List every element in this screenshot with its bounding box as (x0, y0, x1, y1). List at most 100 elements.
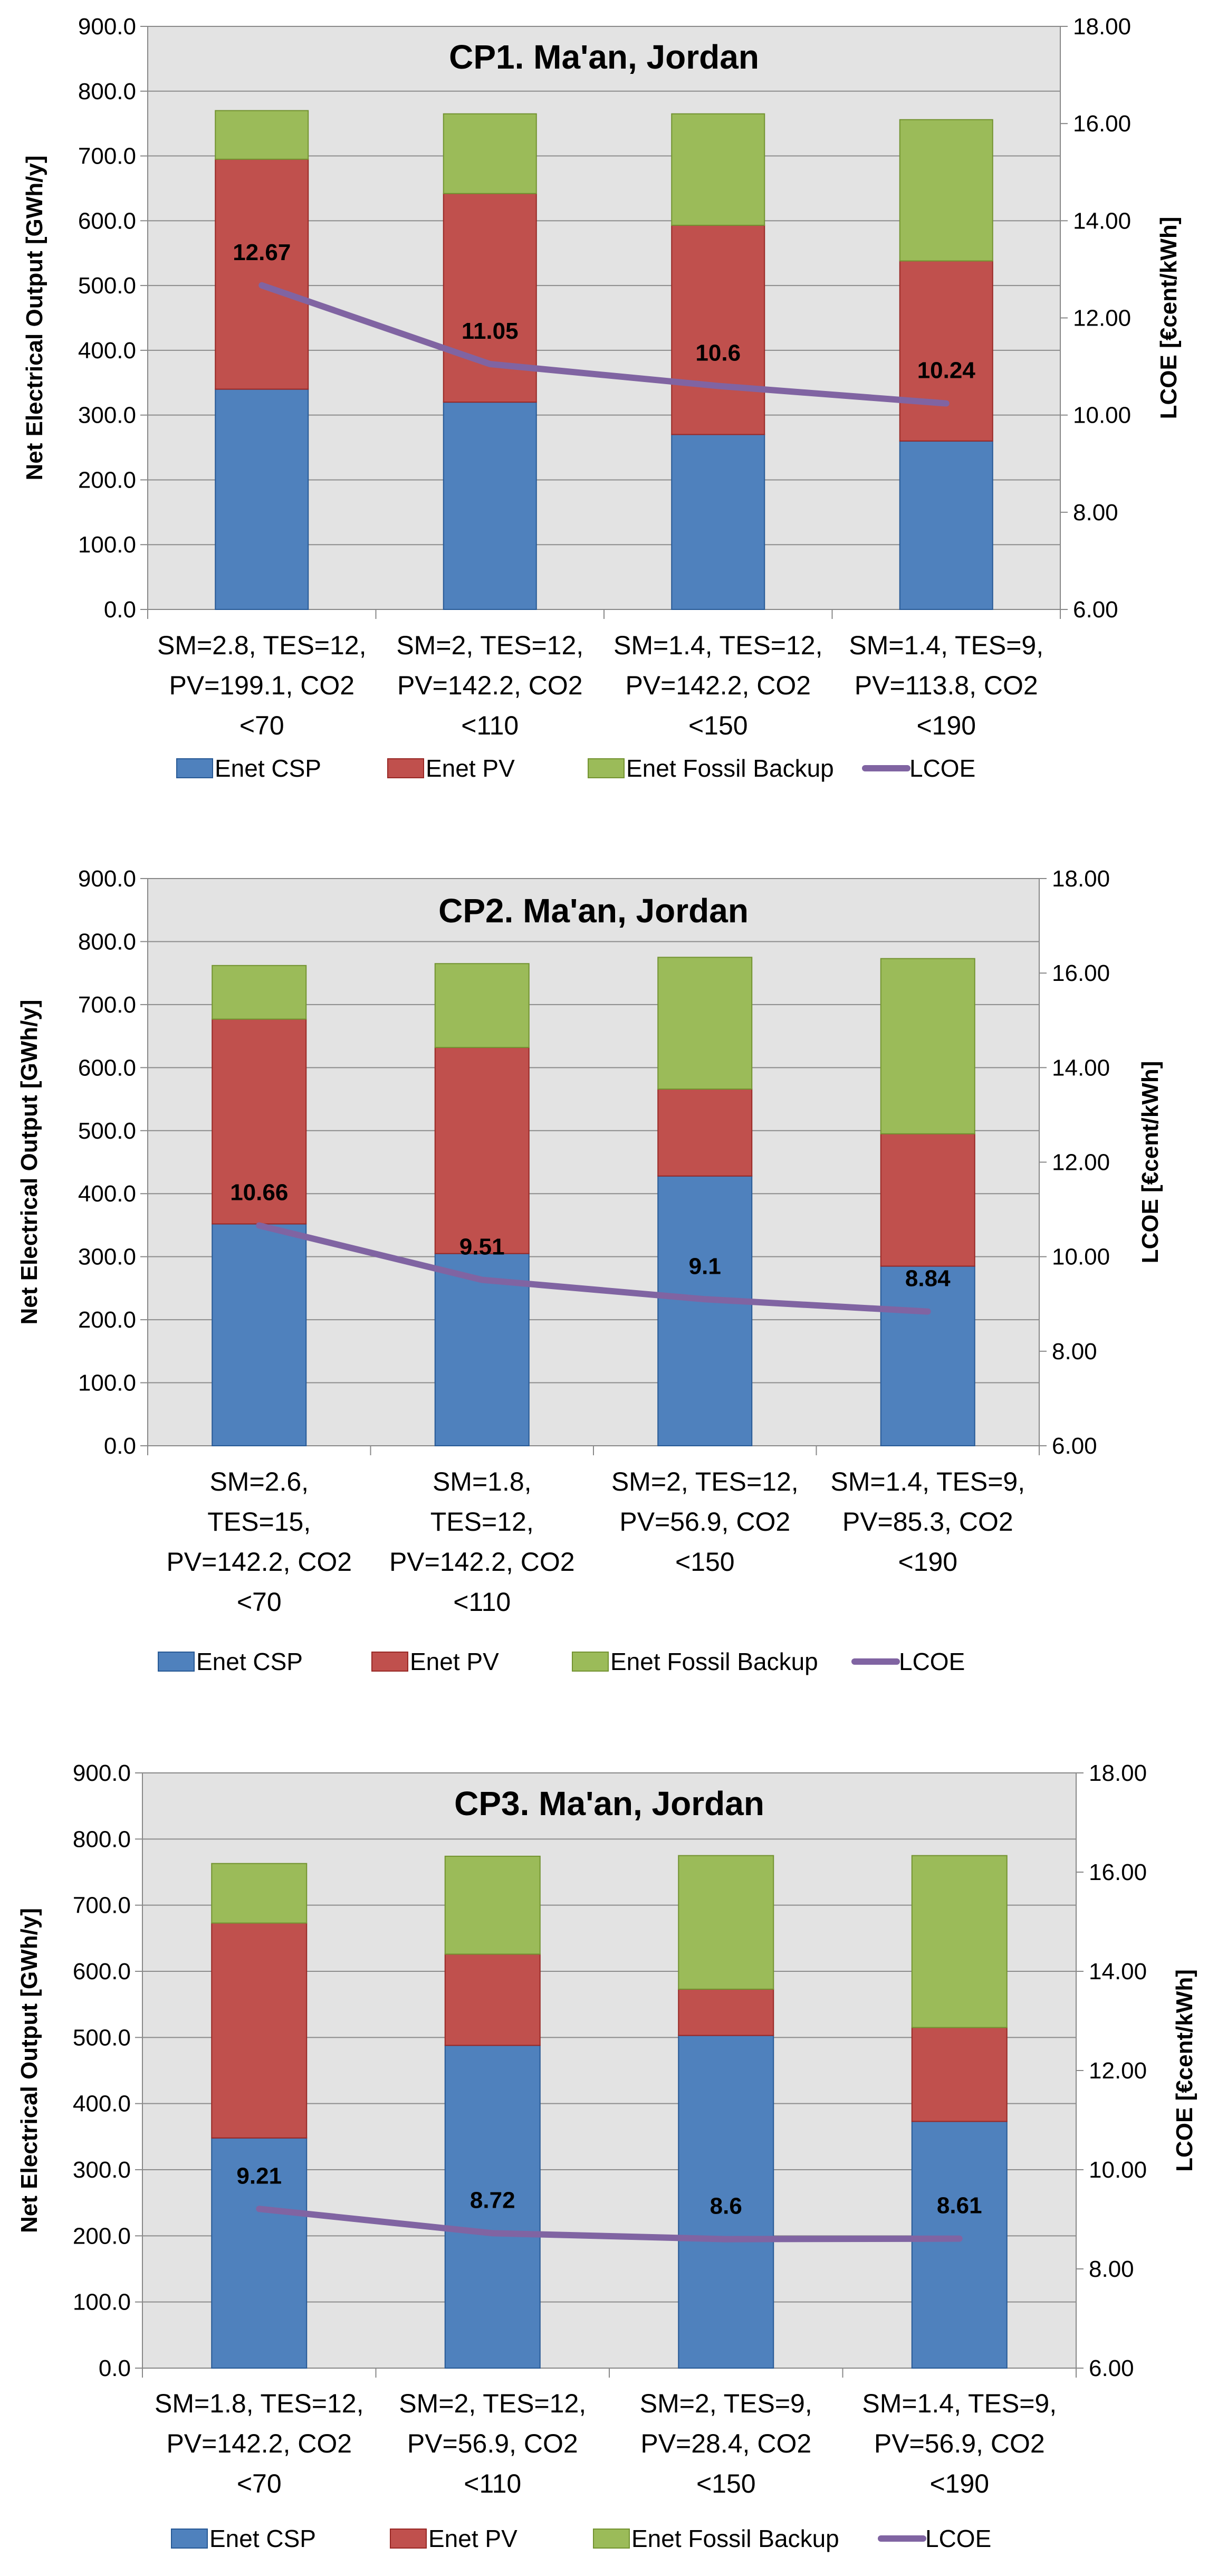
legend-label: Enet Fossil Backup (631, 2525, 839, 2552)
bar-enet-csp (443, 402, 537, 610)
bar-enet-pv (443, 193, 537, 403)
x-category-label-line: PV=28.4, CO2 (640, 2429, 811, 2458)
y-tick-label: 0.0 (99, 2355, 131, 2381)
y-tick-label: 900.0 (78, 866, 136, 892)
y2-tick-label: 12.00 (1052, 1150, 1110, 1176)
lcoe-point (958, 2238, 960, 2239)
y-tick-label: 400.0 (73, 2091, 131, 2117)
lcoe-point (717, 385, 719, 387)
legend-swatch (588, 758, 625, 778)
x-category-label-line: SM=1.4, TES=9, (862, 2389, 1057, 2418)
y-tick-label: 200.0 (78, 467, 136, 493)
y2-axis-label: LCOE [€cent/kWh] (1137, 1061, 1163, 1264)
x-category-label-line: <190 (916, 711, 976, 740)
x-category-label-line: PV=142.2, CO2 (389, 1547, 575, 1577)
y-tick-label: 300.0 (73, 2157, 131, 2183)
x-category-label: SM=1.4, TES=12, PV=142.2, CO2 <150 (614, 631, 823, 740)
y-tick-label: 0.0 (104, 1433, 136, 1459)
y-tick-label: 900.0 (78, 14, 136, 40)
legend-swatch (371, 1652, 408, 1672)
lcoe-point (261, 284, 263, 286)
y2-tick-label: 18.00 (1052, 866, 1110, 892)
y2-tick-label: 8.00 (1052, 1339, 1097, 1365)
lcoe-data-label: 11.05 (462, 318, 519, 344)
x-category-label: SM=2, TES=12, PV=142.2, CO2 <110 (396, 631, 583, 740)
legend-swatch (390, 2529, 427, 2549)
bar-enet-fossil-backup (899, 119, 993, 262)
x-category-label: SM=2.8, TES=12, PV=199.1, CO2 <70 (157, 631, 367, 740)
x-category-label: SM=2, TES=9, PV=28.4, CO2 <150 (640, 2389, 812, 2498)
y2-tick-label: 6.00 (1052, 1433, 1097, 1459)
chart-panel-cp2: 0.0 100.0 200.0 300.0 400.0 500.0 600.0 700.0 80… (0, 855, 1227, 1710)
x-category-label-line: <110 (453, 1587, 511, 1617)
y-axis-label: Net Electrical Output [GWh/y] (16, 1908, 42, 2233)
x-category-label-line: <70 (237, 1587, 282, 1617)
x-category-label-line: PV=113.8, CO2 (855, 671, 1038, 700)
y-tick-label: 400.0 (78, 338, 136, 364)
bar-enet-fossil-backup (671, 113, 765, 226)
lcoe-line (256, 1222, 931, 1315)
chart-title: CP3. Ma'an, Jordan (454, 1785, 764, 1823)
x-category-label-line: <150 (675, 1547, 735, 1577)
x-category-label-line: SM=2, TES=9, (640, 2389, 812, 2418)
y2-tick-label: 16.00 (1073, 111, 1131, 137)
bar-enet-csp (212, 1223, 307, 1446)
lcoe-point (258, 1225, 260, 1226)
x-category-label-line: PV=56.9, CO2 (407, 2429, 578, 2458)
bar-enet-csp (657, 1175, 753, 1446)
bar-enet-pv (678, 1988, 774, 2036)
lcoe-point (489, 363, 491, 365)
y-tick-label: 700.0 (73, 1893, 131, 1919)
legend-label: Enet CSP (209, 2525, 316, 2552)
chart-panel-cp3: 0.0 100.0 200.0 300.0 400.0 500.0 600.0 700.0 80… (0, 1741, 1227, 2573)
y2-tick-label: 12.00 (1089, 2058, 1147, 2084)
y-axis-label: Net Electrical Output [GWh/y] (22, 155, 47, 480)
y2-tick-label: 14.00 (1073, 208, 1131, 234)
x-category-label: SM=1.8, TES=12, PV=142.2, CO2 <110 (389, 1467, 575, 1617)
x-category-label-line: SM=2, TES=12, (611, 1467, 799, 1496)
x-category-label-line: PV=142.2, CO2 (397, 671, 583, 700)
bar-enet-pv (215, 158, 309, 390)
lcoe-line (256, 2206, 963, 2243)
x-category-label-line: PV=142.2, CO2 (166, 1547, 352, 1577)
legend-swatch (158, 1652, 195, 1672)
legend-swatch (593, 2529, 630, 2549)
lcoe-data-label: 9.1 (689, 1253, 721, 1279)
x-category-label-line: SM=1.4, TES=9, (849, 631, 1043, 660)
y2-axis-label: LCOE [€cent/kWh] (1172, 1969, 1197, 2172)
x-category-label: SM=2, TES=12, PV=56.9, CO2 <150 (611, 1467, 799, 1577)
lcoe-data-label: 10.6 (695, 340, 741, 366)
lcoe-data-label: 8.72 (470, 2187, 515, 2213)
lcoe-point (927, 1311, 928, 1312)
x-category-label: SM=1.4, TES=9, PV=56.9, CO2 <190 (862, 2389, 1057, 2498)
y-tick-label: 100.0 (78, 532, 136, 558)
x-category-label-line: PV=85.3, CO2 (842, 1507, 1013, 1537)
x-category-label-line: SM=2.6, (209, 1467, 309, 1496)
x-category-label-line: <190 (929, 2469, 989, 2498)
y-tick-label: 600.0 (78, 208, 136, 234)
legend-label: LCOE (899, 1648, 965, 1675)
y-tick-label: 800.0 (73, 1826, 131, 1852)
x-category-label-line: <150 (696, 2469, 756, 2498)
legend-label: Enet Fossil Backup (626, 755, 834, 782)
y-tick-label: 500.0 (78, 273, 136, 299)
x-category-label-line: PV=142.2, CO2 (166, 2429, 352, 2458)
legend-label: Enet Fossil Backup (610, 1648, 818, 1675)
y2-tick-label: 10.00 (1089, 2157, 1147, 2183)
chart-title: CP2. Ma'an, Jordan (438, 892, 749, 930)
lcoe-data-label: 8.6 (710, 2193, 742, 2219)
legend-swatch (176, 758, 213, 778)
y-tick-label: 800.0 (78, 79, 136, 104)
lcoe-point (725, 2238, 727, 2240)
y2-tick-label: 10.00 (1052, 1244, 1110, 1270)
y2-tick-label: 10.00 (1073, 403, 1131, 428)
y2-tick-label: 8.00 (1089, 2256, 1134, 2282)
y2-tick-label: 6.00 (1073, 597, 1118, 623)
x-category-label-line: SM=2.8, TES=12, (157, 631, 367, 660)
y-tick-label: 400.0 (78, 1181, 136, 1207)
y2-tick-label: 18.00 (1073, 14, 1131, 40)
x-category-label-line: SM=1.8, (433, 1467, 532, 1496)
bar-enet-csp (911, 2121, 1008, 2369)
legend-label: Enet CSP (215, 755, 321, 782)
y-tick-label: 900.0 (73, 1760, 131, 1786)
